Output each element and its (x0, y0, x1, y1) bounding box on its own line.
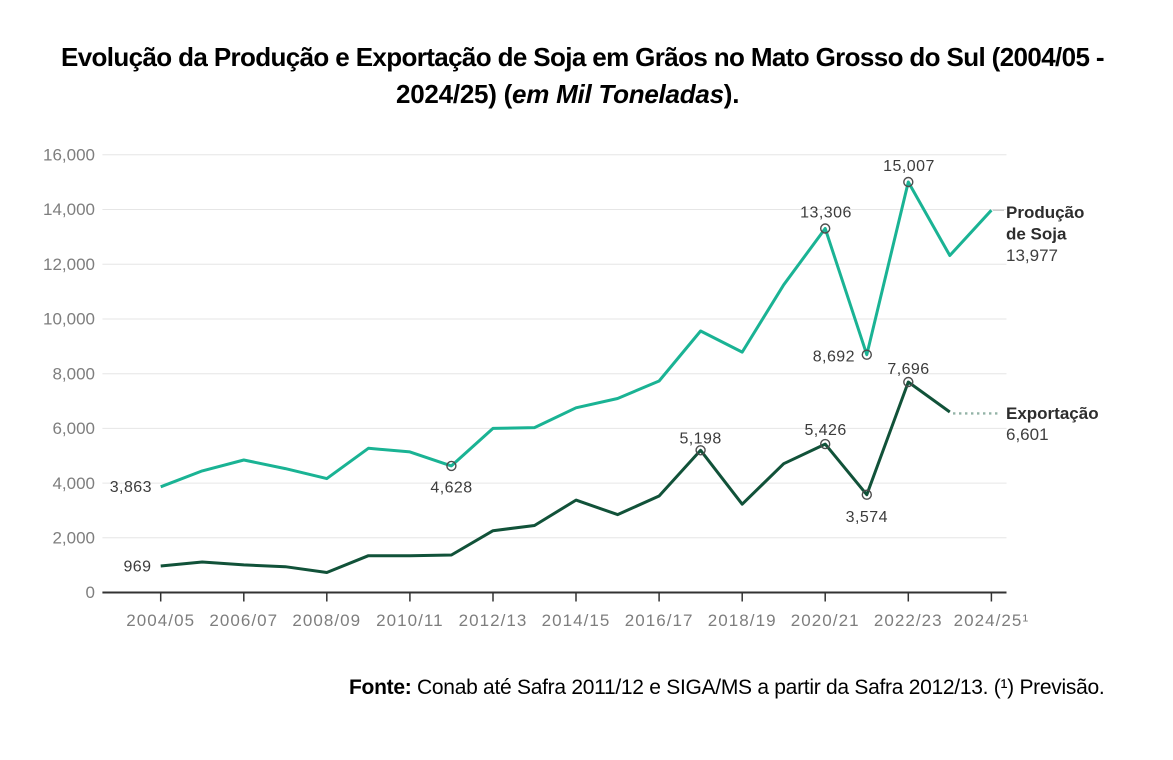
svg-text:4,628: 4,628 (430, 480, 472, 497)
svg-text:4,000: 4,000 (52, 474, 95, 493)
svg-text:8,692: 8,692 (813, 349, 855, 366)
svg-text:2012/13: 2012/13 (459, 611, 528, 630)
svg-text:Produção: Produção (1006, 203, 1084, 222)
svg-text:14,000: 14,000 (43, 200, 95, 219)
svg-text:3,574: 3,574 (846, 509, 888, 526)
svg-text:969: 969 (123, 559, 151, 576)
svg-text:12,000: 12,000 (43, 255, 95, 274)
svg-text:2004/05: 2004/05 (126, 611, 195, 630)
svg-text:8,000: 8,000 (52, 364, 95, 383)
svg-text:5,198: 5,198 (679, 431, 721, 448)
svg-text:5,426: 5,426 (804, 422, 846, 439)
svg-text:de Soja: de Soja (1006, 225, 1067, 244)
svg-text:Exportação: Exportação (1006, 404, 1099, 423)
svg-text:2016/17: 2016/17 (625, 611, 694, 630)
svg-text:2008/09: 2008/09 (292, 611, 361, 630)
svg-text:16,000: 16,000 (43, 146, 95, 165)
svg-text:2010/11: 2010/11 (376, 611, 444, 630)
svg-text:2022/23: 2022/23 (874, 611, 943, 630)
svg-text:2024/25¹: 2024/25¹ (954, 611, 1030, 630)
svg-text:2006/07: 2006/07 (209, 611, 278, 630)
svg-text:6,601: 6,601 (1006, 425, 1049, 444)
svg-text:2020/21: 2020/21 (791, 611, 860, 630)
svg-text:13,306: 13,306 (800, 204, 852, 221)
svg-text:15,007: 15,007 (883, 158, 935, 175)
svg-text:13,977: 13,977 (1006, 246, 1058, 265)
svg-text:10,000: 10,000 (43, 310, 95, 329)
svg-text:3,863: 3,863 (110, 479, 152, 496)
svg-text:2018/19: 2018/19 (708, 611, 777, 630)
svg-text:2,000: 2,000 (52, 529, 95, 548)
svg-text:7,696: 7,696 (887, 361, 929, 378)
svg-text:6,000: 6,000 (52, 419, 95, 438)
svg-text:0: 0 (86, 583, 95, 602)
svg-text:2014/15: 2014/15 (542, 611, 611, 630)
